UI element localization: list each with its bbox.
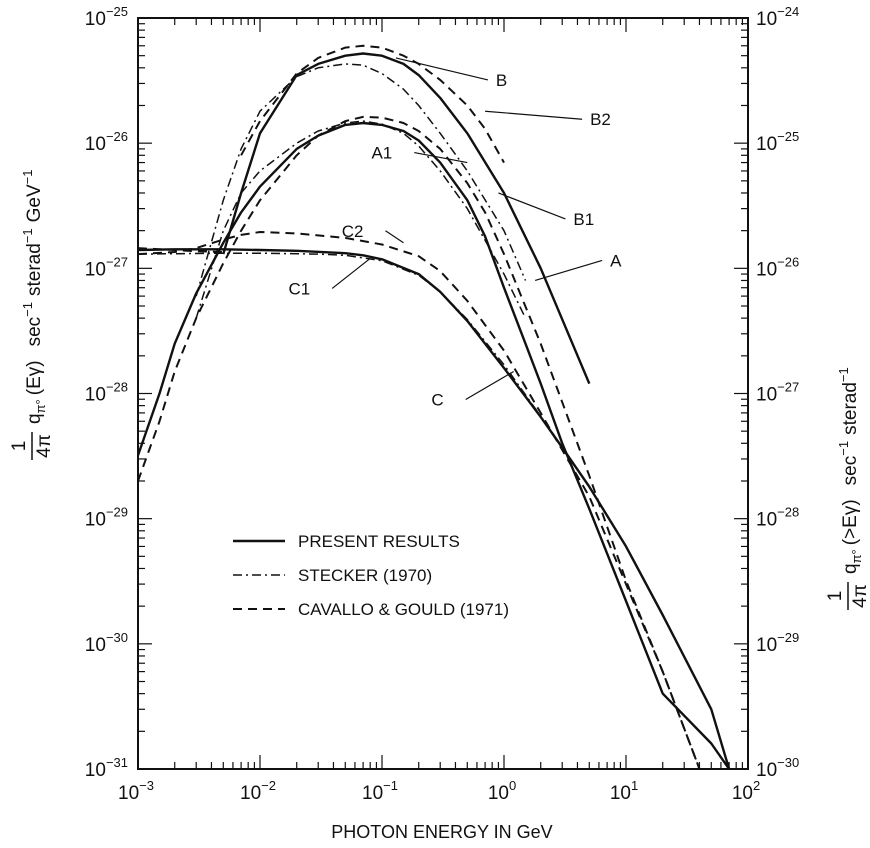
annotation-leader-C1 xyxy=(331,257,371,289)
y-tick-label-right: 10−28 xyxy=(756,505,799,531)
series-line-curve-7-dashed xyxy=(138,115,701,769)
series-line-C2-dashed xyxy=(138,231,701,769)
x-tick-label: 10−2 xyxy=(240,778,276,804)
annotation-leader-B xyxy=(395,57,489,81)
y-right-frac-num: 1 xyxy=(825,591,846,602)
y-tick-label-left: 10−27 xyxy=(85,254,128,280)
y-tick-label-right: 10−30 xyxy=(756,755,799,781)
legend: PRESENT RESULTS STECKER (1970) CAVALLO &… xyxy=(233,532,509,619)
y-tick-label-right: 10−24 xyxy=(756,4,799,30)
y-tick-label-left: 10−29 xyxy=(85,505,128,531)
annotation-label-A1: A1 xyxy=(371,144,392,163)
annotation-label-C2: C2 xyxy=(342,222,364,241)
x-tick-label: 102 xyxy=(732,778,760,804)
legend-label-stecker: STECKER (1970) xyxy=(298,566,432,585)
annotation-label-C: C xyxy=(431,390,443,409)
y-tick-label-left: 10−30 xyxy=(85,630,128,656)
legend-label-present: PRESENT RESULTS xyxy=(298,532,460,551)
annotation-label-C1: C1 xyxy=(288,279,310,298)
tick-labels: 10−3 10−2 10−1 100 101 102 10−31 10−30 10−29 10−2… xyxy=(85,4,799,804)
series-group xyxy=(138,44,731,769)
series-line-curve-9-dashed xyxy=(138,247,224,253)
series-line-A1-dashdot xyxy=(195,120,527,319)
y-axis-title-left: 1 4π qπ°(Eγ)sec−1sterad−1GeV−1 xyxy=(9,170,55,460)
x-tick-label: 101 xyxy=(610,778,638,804)
annotations: B B2 A1 B1 C2 C1 A C xyxy=(288,57,622,409)
series-line-C1-dashdot xyxy=(138,252,542,417)
y-axis-title-right: 1 4π qπ°(>Eγ)sec−1sterad−1 xyxy=(825,367,870,610)
y-right-expression: qπ°(>Eγ)sec−1sterad−1 xyxy=(836,367,864,574)
annotation-label-B: B xyxy=(496,71,507,90)
minor-ticks xyxy=(137,18,748,770)
annotation-leader-A1 xyxy=(414,151,468,164)
annotation-leader-B2 xyxy=(485,110,583,120)
annotation-leader-A xyxy=(534,259,603,282)
y-right-frac-den: 4π xyxy=(850,584,870,608)
legend-label-cavallo: CAVALLO & GOULD (1971) xyxy=(298,600,509,619)
x-tick-label: 10−3 xyxy=(118,778,154,804)
y-tick-label-left: 10−31 xyxy=(85,755,128,781)
annotation-leader-B1 xyxy=(498,192,566,220)
series-line-B-solid xyxy=(222,52,591,385)
annotation-leader-C xyxy=(465,370,514,400)
y-tick-label-right: 10−25 xyxy=(756,129,799,155)
x-tick-label: 10−1 xyxy=(362,778,398,804)
annotation-leader-C2 xyxy=(385,230,404,244)
y-tick-label-left: 10−28 xyxy=(85,380,128,406)
y-tick-label-right: 10−29 xyxy=(756,630,799,656)
y-tick-label-left: 10−26 xyxy=(85,129,128,155)
series-line-B1-dashdot xyxy=(195,63,527,297)
y-left-frac-den: 4π xyxy=(34,434,55,458)
y-tick-label-left: 10−25 xyxy=(85,4,128,30)
y-tick-label-right: 10−26 xyxy=(756,254,799,280)
annotation-label-B2: B2 xyxy=(590,110,611,129)
y-tick-label-right: 10−27 xyxy=(756,380,799,406)
y-left-frac-num: 1 xyxy=(9,441,30,452)
plot-frame xyxy=(137,17,749,770)
y-left-expression: qπ°(Eγ)sec−1sterad−1GeV−1 xyxy=(20,170,48,424)
annotation-label-A: A xyxy=(610,251,622,270)
x-tick-label: 100 xyxy=(488,778,516,804)
annotation-label-B1: B1 xyxy=(573,210,594,229)
x-axis-title: PHOTON ENERGY IN GeV xyxy=(331,822,552,842)
